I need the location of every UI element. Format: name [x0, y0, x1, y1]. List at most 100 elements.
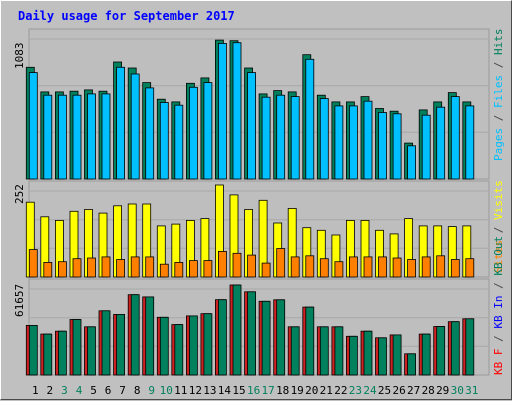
day-label: 7: [119, 384, 126, 397]
sites-bar: [43, 261, 53, 278]
files-bar: [392, 113, 402, 180]
kb-out-bar: [101, 310, 111, 376]
sites-bar: [436, 255, 446, 278]
sites-bar: [87, 257, 96, 278]
day-label: 5: [90, 384, 97, 397]
files-bar: [421, 114, 431, 180]
files-bar: [188, 86, 198, 180]
day-label: 31: [465, 384, 478, 397]
files-bar: [130, 73, 140, 180]
legend-part-2-1: /: [492, 329, 505, 349]
day-label: 6: [105, 384, 112, 397]
kb-out-bar: [159, 316, 169, 376]
files-bar: [145, 87, 155, 180]
day-label: 30: [451, 384, 464, 397]
sites-bar: [363, 256, 373, 278]
sites-bar: [319, 258, 329, 278]
day-label: 1: [32, 384, 39, 397]
kb-out-bar: [247, 291, 257, 376]
kb-out-bar: [58, 330, 67, 376]
day-label: 29: [436, 384, 449, 397]
day-label: 10: [160, 384, 173, 397]
day-label: 2: [46, 384, 53, 397]
kb-out-bar: [348, 335, 358, 376]
sites-bar: [334, 261, 344, 278]
files-bar: [348, 105, 358, 180]
sites-bar: [290, 256, 300, 278]
chart-title: Daily usage for September 2017: [18, 9, 235, 23]
files-bar: [378, 112, 387, 180]
sites-bar: [232, 252, 242, 278]
sites-bar: [305, 255, 315, 278]
day-label: 9: [148, 384, 155, 397]
day-label: 25: [378, 384, 391, 397]
files-bar: [28, 72, 38, 180]
kb-out-bar: [290, 326, 300, 376]
files-bar: [174, 104, 184, 180]
legend-part-2-0: KB F: [492, 349, 505, 376]
sites-bar: [188, 260, 198, 278]
files-bar: [363, 100, 373, 180]
kb-out-bar: [363, 330, 373, 376]
sites-bar: [72, 258, 82, 278]
day-label: 24: [363, 384, 377, 397]
kb-out-bar: [465, 318, 475, 376]
sites-bar: [159, 263, 169, 278]
sites-bar: [421, 256, 431, 278]
legend-part-2-3: /: [492, 276, 505, 296]
kb-out-bar: [319, 326, 329, 376]
day-label: 16: [247, 384, 260, 397]
day-labels: 1 2 3 4 5 6 7 8 9 10 11 12 13 14 15 16 17 18 19 20 21 22 23 24 2…: [32, 384, 478, 397]
visits-sites-ymax: 252: [13, 184, 26, 204]
kb-out-bar: [261, 300, 271, 376]
files-bar: [305, 58, 315, 180]
files-bar: [319, 98, 329, 180]
visits-sites-legend: Sites / Visits: [492, 180, 505, 273]
legend-part-0-0: Pages: [492, 128, 505, 161]
day-label: 11: [174, 384, 187, 397]
kb-out-bar: [130, 294, 140, 376]
day-label: 3: [61, 384, 68, 397]
sites-bar: [378, 256, 387, 278]
files-bar: [101, 93, 111, 180]
files-bar: [334, 105, 344, 180]
files-bar: [261, 96, 271, 180]
kb-out-bar: [232, 284, 242, 376]
day-label: 27: [407, 384, 420, 397]
files-bar: [290, 96, 300, 180]
day-label: 22: [334, 384, 347, 397]
sites-bar: [203, 260, 213, 278]
day-label: 19: [291, 384, 304, 397]
kb-out-bar: [87, 326, 96, 376]
legend-part-0-4: Hits: [492, 29, 505, 56]
sites-bar: [261, 262, 271, 278]
files-bar: [247, 72, 257, 180]
chart-bars: [25, 38, 488, 376]
sites-bar: [407, 259, 417, 278]
hits-files-ymax: 1083: [13, 43, 26, 70]
files-bar: [87, 93, 96, 180]
sites-bar: [450, 259, 460, 278]
files-bar: [43, 94, 53, 180]
legend-part-2-4: KB Out: [492, 236, 505, 276]
files-bar: [58, 94, 67, 180]
day-label: 12: [189, 384, 202, 397]
hits-files-legend: Pages / Files / Hits: [492, 29, 505, 162]
day-label: 26: [392, 384, 405, 397]
files-bar: [465, 105, 475, 180]
files-bar: [276, 94, 286, 180]
sites-bar: [58, 261, 67, 278]
day-label: 20: [305, 384, 318, 397]
kb-out-bar: [378, 337, 387, 376]
kb-out-bar: [203, 313, 213, 376]
sites-bar: [28, 249, 38, 278]
files-bar: [436, 106, 446, 180]
kb-out-bar: [392, 334, 402, 376]
day-label: 17: [261, 384, 274, 397]
day-label: 4: [76, 384, 83, 397]
day-label: 15: [232, 384, 245, 397]
sites-bar: [217, 250, 227, 278]
files-bar: [116, 66, 125, 180]
legend-part-0-1: /: [492, 108, 505, 128]
